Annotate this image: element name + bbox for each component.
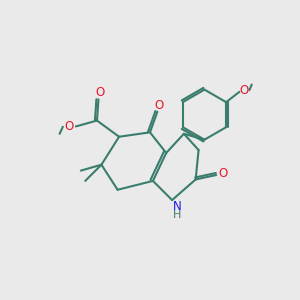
Text: H: H bbox=[173, 210, 182, 220]
Text: O: O bbox=[240, 84, 249, 97]
Text: O: O bbox=[65, 120, 74, 133]
Text: O: O bbox=[154, 99, 164, 112]
Text: N: N bbox=[173, 200, 182, 213]
Text: O: O bbox=[95, 86, 105, 99]
Text: O: O bbox=[218, 167, 227, 180]
